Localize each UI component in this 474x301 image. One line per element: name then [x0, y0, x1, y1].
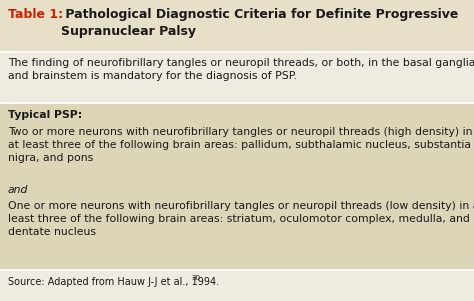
Text: 30: 30 [191, 275, 200, 281]
Text: One or more neurons with neurofibrillary tangles or neuropil threads (low densit: One or more neurons with neurofibrillary… [8, 201, 474, 237]
Text: Typical PSP:: Typical PSP: [8, 110, 82, 120]
Bar [0, 52, 474, 103]
Text: Source: Adapted from Hauw J-J et al., 1994.: Source: Adapted from Hauw J-J et al., 19… [8, 277, 219, 287]
Bar [0, 270, 474, 301]
Text: The finding of neurofibrillary tangles or neuropil threads, or both, in the basa: The finding of neurofibrillary tangles o… [8, 58, 474, 81]
Text: and: and [8, 185, 28, 195]
Text: Table 1:: Table 1: [8, 8, 63, 21]
Text: Pathological Diagnostic Criteria for Definite Progressive
Supranuclear Palsy: Pathological Diagnostic Criteria for Def… [61, 8, 458, 38]
Text: Two or more neurons with neurofibrillary tangles or neuropil threads (high densi: Two or more neurons with neurofibrillary… [8, 127, 473, 163]
Bar [0, 0, 474, 52]
Bar [0, 103, 474, 270]
